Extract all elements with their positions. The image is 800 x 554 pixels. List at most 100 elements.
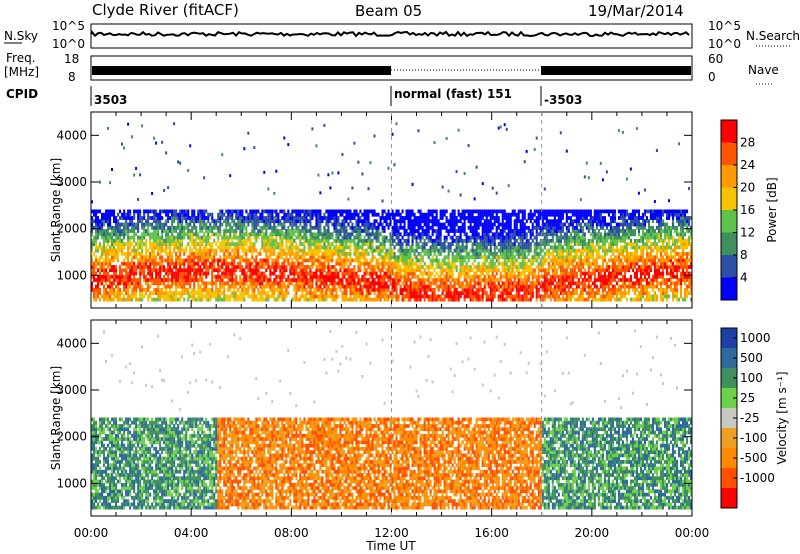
heatmap-cell [127, 255, 130, 260]
heatmap-cell [253, 287, 256, 292]
heatmap-cell [117, 248, 120, 253]
heatmap-cell [249, 219, 252, 224]
heatmap-cell [149, 278, 152, 282]
heatmap-cell [253, 268, 256, 273]
heatmap-cell [275, 245, 278, 250]
heatmap-cell [339, 238, 342, 243]
heatmap-cell [207, 235, 210, 240]
heatmap-cell [377, 229, 380, 233]
heatmap-cell [239, 268, 242, 273]
heatmap-cell [307, 258, 310, 263]
heatmap-cell [497, 248, 500, 253]
heatmap-cell [515, 232, 518, 237]
heatmap-cell [521, 209, 524, 214]
heatmap-cell [109, 287, 112, 292]
heatmap-cell [197, 255, 200, 260]
heatmap-cell [293, 287, 296, 292]
heatmap-cell [105, 212, 108, 217]
heatmap-cell [465, 271, 468, 276]
heatmap-cell [415, 248, 418, 253]
heatmap-cell [317, 252, 320, 256]
heatmap-cell [125, 216, 128, 220]
heatmap-cell [453, 291, 456, 295]
heatmap-cell [311, 238, 314, 243]
heatmap-cell [269, 274, 272, 279]
heatmap-cell [219, 245, 222, 250]
heatmap-cell [181, 261, 184, 266]
heatmap-cell [511, 287, 514, 292]
heatmap-cell [335, 287, 338, 292]
heatmap-cell [95, 216, 98, 220]
heatmap-cell [105, 252, 108, 256]
heatmap-cell [247, 245, 250, 250]
heatmap-cell [241, 238, 244, 243]
heatmap-cell [197, 278, 200, 282]
heatmap-cell [475, 222, 478, 227]
heatmap-cell [175, 216, 178, 220]
heatmap-cell [469, 238, 472, 243]
heatmap-cell [407, 235, 410, 240]
heatmap-cell [457, 284, 460, 289]
heatmap-cell [297, 258, 300, 263]
heatmap-cell [237, 219, 240, 224]
heatmap-cell [187, 232, 190, 237]
heatmap-cell [103, 238, 106, 243]
heatmap-cell [135, 268, 138, 273]
heatmap-cell [155, 261, 158, 266]
heatmap-cell [263, 235, 266, 240]
heatmap-cell [521, 265, 524, 269]
heatmap-cell [529, 294, 532, 299]
heatmap-cell [183, 271, 186, 276]
heatmap-cell [325, 238, 328, 243]
heatmap-cell [499, 125, 502, 129]
heatmap-cell [181, 238, 184, 243]
heatmap-cell [481, 242, 484, 246]
heatmap-cell [271, 216, 274, 220]
heatmap-cell [261, 235, 264, 240]
heatmap-cell [365, 242, 368, 246]
heatmap-cell [417, 222, 420, 227]
heatmap-cell [305, 229, 308, 233]
heatmap-cell [367, 212, 370, 217]
heatmap-cell [205, 268, 208, 273]
heatmap-cell [409, 245, 412, 250]
heatmap-cell [327, 235, 330, 240]
heatmap-cell [419, 271, 422, 276]
heatmap-cell [355, 235, 358, 240]
heatmap-cell [153, 248, 156, 253]
heatmap-cell [317, 287, 320, 292]
heatmap-cell [117, 212, 120, 217]
heatmap-cell [141, 252, 144, 256]
heatmap-cell [487, 252, 490, 256]
heatmap-cell [261, 225, 264, 230]
heatmap-cell [507, 284, 510, 289]
heatmap-cell [179, 271, 182, 276]
heatmap-cell [525, 232, 528, 237]
heatmap-cell [469, 294, 472, 299]
heatmap-cell [123, 212, 126, 217]
heatmap-cell [491, 242, 494, 246]
heatmap-cell [459, 271, 462, 276]
heatmap-cell [465, 268, 468, 273]
heatmap-cell [253, 232, 256, 237]
heatmap-cell [309, 268, 312, 273]
heatmap-cell [291, 232, 294, 237]
heatmap-cell [173, 216, 176, 220]
heatmap-cell [391, 232, 394, 237]
heatmap-cell [391, 132, 394, 136]
heatmap-cell [523, 281, 526, 286]
heatmap-cell [271, 281, 274, 286]
heatmap-cell [395, 255, 398, 260]
heatmap-cell [213, 265, 216, 269]
heatmap-cell [175, 274, 178, 279]
heatmap-cell [449, 271, 452, 276]
heatmap-cell [313, 225, 316, 230]
heatmap-cell [441, 185, 444, 189]
heatmap-cell [441, 248, 444, 253]
heatmap-cell [499, 238, 502, 243]
heatmap-cell [393, 238, 396, 243]
heatmap-cell [341, 252, 344, 256]
heatmap-cell [483, 291, 486, 295]
heatmap-cell [185, 278, 188, 282]
heatmap-cell [283, 209, 286, 214]
